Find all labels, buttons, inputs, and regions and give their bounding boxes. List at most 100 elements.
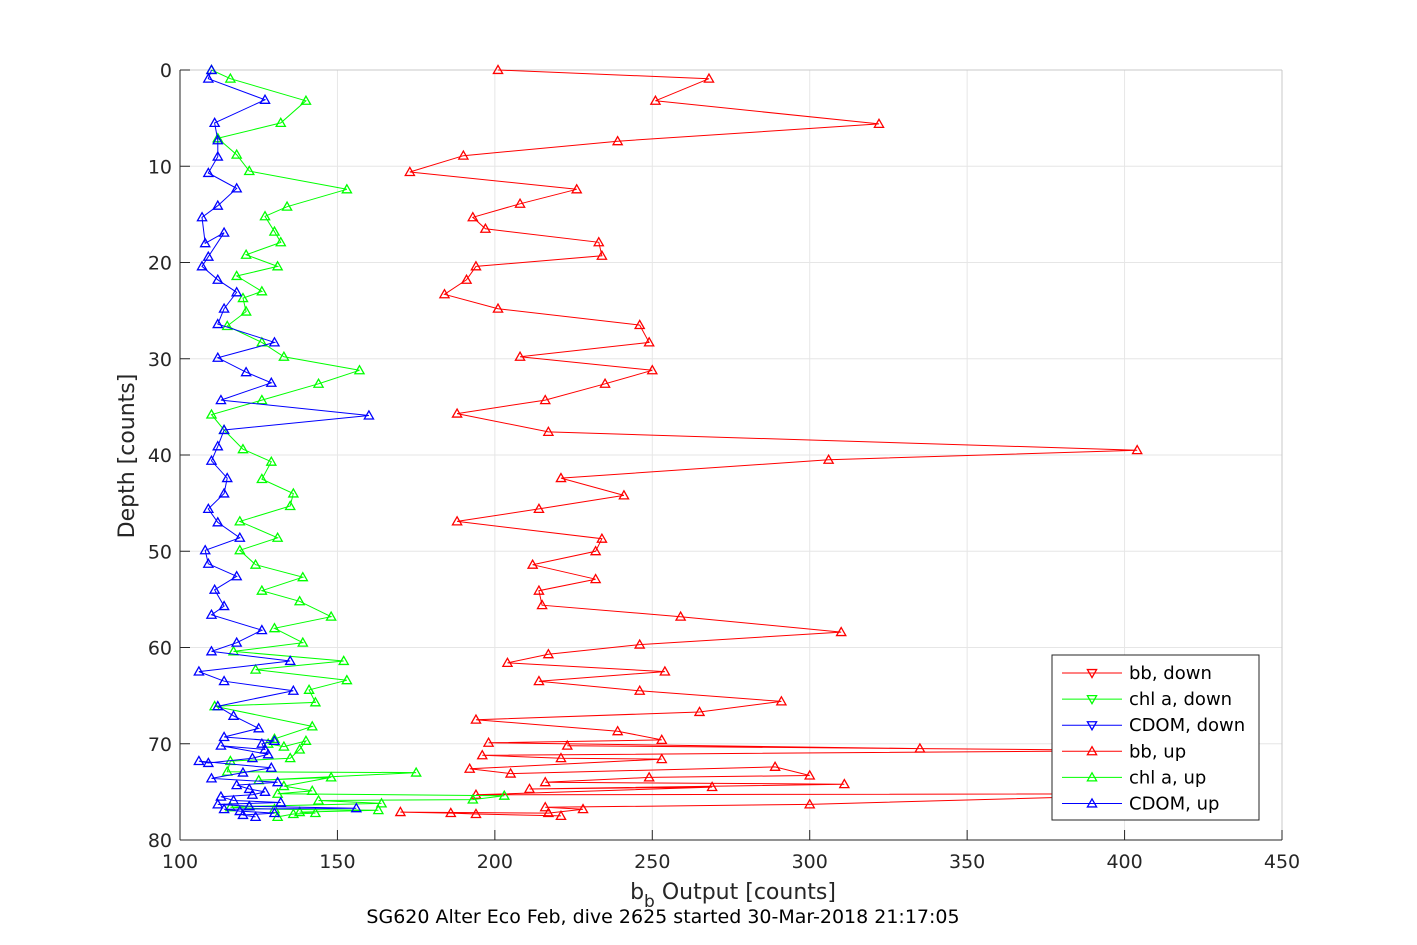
data-point-bb-up — [555, 752, 567, 763]
data-point-chl-a-up — [278, 740, 290, 751]
data-point-bb-up — [633, 638, 646, 649]
series-line-bb-up — [400, 69, 1188, 817]
data-point-chl-a-up — [230, 270, 243, 281]
data-point-cdom-up — [218, 675, 230, 686]
data-point-chl-a-up — [287, 808, 300, 819]
x-axis-label: bb Output [counts] — [630, 880, 836, 912]
legend-label-bb-down: bb, down — [1129, 663, 1212, 684]
data-point-bb-up — [542, 425, 555, 437]
data-point-bb-up — [394, 806, 407, 817]
data-point-cdom-up — [212, 440, 224, 451]
legend-box — [1051, 654, 1260, 821]
y-tick-label: 70 — [148, 734, 172, 756]
data-point-cdom-up — [275, 796, 287, 807]
data-point-chl-a-up — [240, 248, 252, 259]
data-point-bb-up — [514, 350, 526, 361]
y-axis-label: Depth [counts] — [115, 374, 140, 539]
data-point-bb-up — [596, 532, 608, 543]
data-point-chl-a-up — [338, 655, 350, 666]
data-point-bb-up — [599, 377, 611, 388]
data-point-chl-a-up — [278, 350, 290, 361]
data-point-chl-a-up — [227, 645, 240, 656]
data-point-chl-a-up — [240, 305, 252, 316]
data-point-bb-up — [470, 808, 482, 819]
data-point-bb-up — [533, 675, 545, 686]
data-point-chl-a-up — [268, 622, 281, 633]
data-point-chl-a-up — [256, 285, 268, 296]
data-point-cdom-up — [199, 544, 211, 555]
data-point-chl-a-up — [224, 801, 237, 812]
x-axis-label-subscript: b — [644, 892, 655, 912]
data-point-bb-up — [674, 610, 687, 621]
legend-marker-cdom-down — [1086, 721, 1098, 732]
data-point-bb-up — [404, 166, 416, 177]
data-point-bb-up — [501, 656, 514, 667]
x-axis-label-rest: Output [counts] — [655, 880, 836, 905]
data-point-bb-up — [633, 684, 646, 695]
data-point-chl-a-up — [325, 610, 337, 621]
data-point-bb-up — [570, 183, 583, 194]
series-line-cdom-up — [198, 69, 369, 818]
data-point-bb-up — [646, 364, 659, 375]
data-point-chl-a-up — [275, 236, 287, 247]
data-point-cdom-up — [208, 583, 221, 594]
y-tick-label: 40 — [148, 445, 172, 467]
data-point-chl-a-up — [341, 674, 353, 685]
data-point-cdom-up — [212, 150, 224, 161]
data-point-bb-up — [703, 72, 715, 83]
data-point-chl-a-up — [372, 804, 385, 815]
data-point-chl-a-up — [410, 766, 422, 777]
data-point-cdom-up — [205, 454, 218, 465]
y-tick-label: 10 — [148, 156, 172, 178]
data-point-cdom-up — [230, 636, 243, 647]
data-point-cdom-up — [205, 64, 218, 75]
data-point-chl-a-up — [243, 165, 255, 176]
data-point-bb-up — [460, 273, 473, 284]
data-point-cdom-up — [259, 743, 271, 754]
legend-label-cdom-down: CDOM, down — [1129, 715, 1245, 736]
series-cdom-up — [193, 64, 375, 821]
data-point-bb-up — [589, 545, 602, 556]
data-point-cdom-up — [363, 409, 375, 420]
data-point-cdom-up — [218, 600, 230, 611]
data-point-cdom-up — [199, 237, 211, 248]
data-point-cdom-up — [230, 286, 243, 297]
data-point-chl-a-up — [306, 720, 318, 731]
data-point-cdom-up — [205, 608, 218, 619]
data-point-chl-a-up — [312, 377, 325, 388]
data-point-bb-up — [873, 117, 885, 128]
data-point-cdom-up — [268, 336, 281, 347]
data-point-cdom-up — [246, 788, 259, 799]
x-tick-label: 350 — [949, 851, 985, 873]
data-point-bb-up — [775, 695, 788, 706]
data-point-bb-up — [539, 776, 551, 787]
data-point-bb-up — [693, 706, 706, 717]
data-point-bb-up — [803, 798, 816, 809]
data-point-cdom-up — [218, 731, 230, 742]
data-point-cdom-up — [268, 807, 281, 818]
data-point-bb-up — [451, 407, 463, 418]
data-point-cdom-up — [256, 737, 268, 748]
data-point-bb-up — [649, 94, 662, 105]
data-point-bb-up — [643, 771, 655, 782]
legend-label-chl-a-down: chl a, down — [1129, 689, 1232, 710]
x-tick-label: 100 — [162, 851, 198, 873]
data-point-chl-a-up — [325, 771, 337, 782]
data-point-cdom-up — [243, 783, 255, 794]
data-point-bb-up — [589, 573, 602, 584]
data-point-cdom-up — [265, 761, 278, 772]
data-point-chl-a-up — [268, 225, 281, 236]
data-point-chl-a-up — [309, 696, 322, 707]
data-point-cdom-up — [212, 199, 224, 210]
data-point-cdom-up — [256, 624, 268, 635]
data-point-bb-up — [523, 783, 536, 794]
data-point-cdom-up — [234, 531, 246, 542]
data-point-bb-up — [803, 769, 816, 780]
data-point-cdom-up — [243, 800, 255, 811]
data-point-chl-a-up — [284, 500, 296, 511]
data-point-cdom-up — [252, 722, 265, 733]
data-point-cdom-up — [350, 802, 363, 813]
legend-label-bb-up: bb, up — [1129, 741, 1186, 762]
legend: bb, down chl a, down CDOM, down bb, up chl a… — [1051, 654, 1260, 821]
data-point-cdom-up — [268, 734, 281, 745]
